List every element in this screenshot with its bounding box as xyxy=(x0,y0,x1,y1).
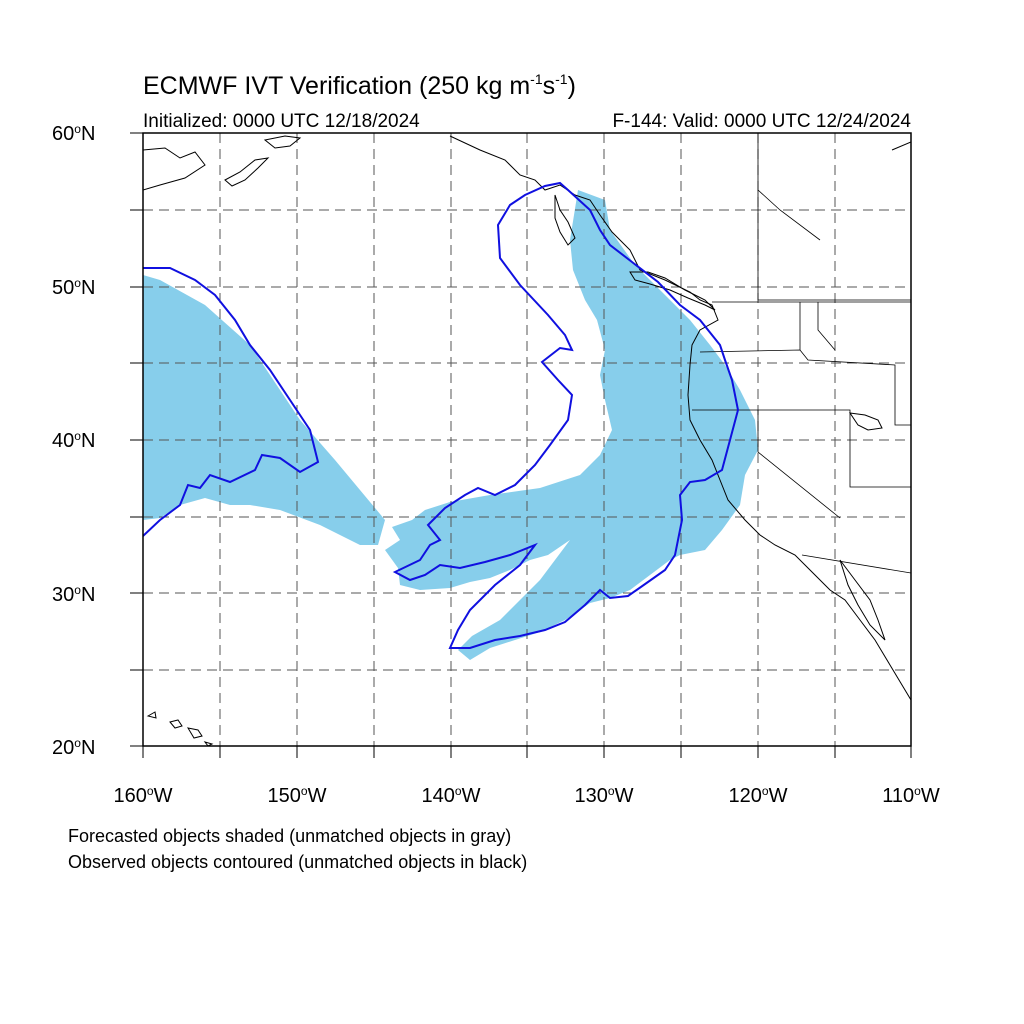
lat-label-40n: 40oN xyxy=(52,429,96,452)
init-time-label: Initialized: 0000 UTC 12/18/2024 xyxy=(143,111,420,132)
lat-label-30n: 30oN xyxy=(52,583,96,606)
lon-label-150w: 150oW xyxy=(267,784,327,807)
legend-forecast-note: Forecasted objects shaded (unmatched obj… xyxy=(68,826,512,846)
lon-label-110w: 110oW xyxy=(882,784,940,807)
lon-label-160w: 160oW xyxy=(113,784,173,807)
lat-label-60n: 60oN xyxy=(52,122,96,145)
observed-object-west xyxy=(143,267,320,537)
observed-contours xyxy=(143,181,740,649)
observed-object-main xyxy=(392,181,740,649)
coastlines xyxy=(143,135,911,746)
lon-label-140w: 140oW xyxy=(421,784,481,807)
forecast-object-west xyxy=(143,275,385,545)
political-borders xyxy=(692,133,911,574)
lon-label-130w: 130oW xyxy=(574,784,634,807)
forecast-object-main xyxy=(385,190,758,660)
graticule xyxy=(143,133,911,746)
lat-label-20n: 20oN xyxy=(52,736,96,759)
legend-observed-note: Observed objects contoured (unmatched ob… xyxy=(68,852,528,872)
lon-label-120w: 120oW xyxy=(728,784,788,807)
lat-label-50n: 50oN xyxy=(52,276,96,299)
valid-time-label: F-144: Valid: 0000 UTC 12/24/2024 xyxy=(612,111,911,132)
axis-ticks xyxy=(130,132,912,758)
chart-title: ECMWF IVT Verification (250 kg m-1s-1) xyxy=(143,71,576,100)
